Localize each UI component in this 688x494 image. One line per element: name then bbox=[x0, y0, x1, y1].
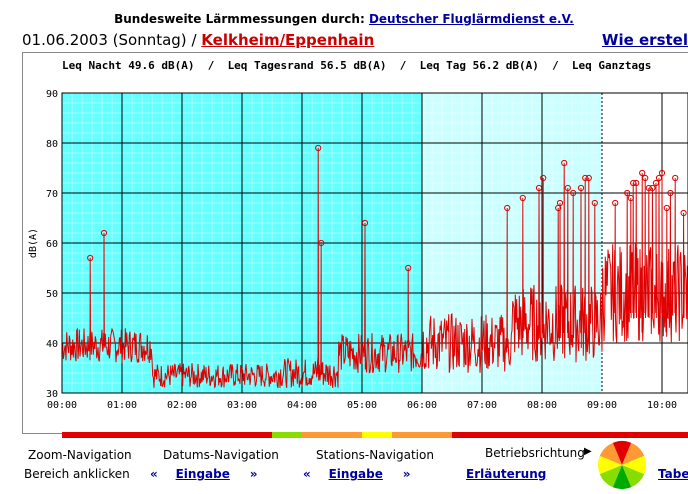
x-tick-label: 07:00 bbox=[467, 400, 497, 411]
station-nav-title: Stations-Navigation bbox=[316, 448, 434, 462]
leq-summary: Leq Nacht 49.6 dB(A) / Leq Tagesrand 56.… bbox=[62, 59, 652, 72]
date-nav-title: Datums-Navigation bbox=[163, 448, 279, 462]
peak-marker bbox=[315, 144, 322, 152]
table-link[interactable]: Tabe bbox=[658, 467, 688, 481]
peak-marker bbox=[585, 174, 592, 182]
status-bar-segment bbox=[302, 432, 362, 438]
x-tick-label: 03:00 bbox=[227, 400, 257, 411]
header-prefix: Bundesweite Lärmmessungen durch: bbox=[114, 12, 365, 26]
x-tick-label: 10:00 bbox=[647, 400, 677, 411]
date-prev-button[interactable]: « bbox=[150, 467, 158, 481]
peak-marker bbox=[318, 239, 325, 247]
explanation-link[interactable]: Erläuterung bbox=[466, 467, 547, 481]
x-tick-label: 08:00 bbox=[527, 400, 557, 411]
peak-marker bbox=[582, 174, 589, 182]
peak-marker bbox=[658, 169, 666, 177]
peak-marker bbox=[630, 179, 637, 187]
date-label: 01.06.2003 (Sonntag) bbox=[22, 31, 187, 49]
peak-marker bbox=[633, 179, 640, 187]
peak-marker bbox=[649, 184, 656, 192]
peak-marker bbox=[655, 174, 663, 182]
peak-marker bbox=[100, 229, 108, 237]
peak-marker bbox=[561, 159, 568, 167]
status-bar-segment bbox=[272, 432, 302, 438]
peak-marker bbox=[564, 184, 571, 192]
y-tick-label: 60 bbox=[46, 239, 58, 250]
peak-marker bbox=[405, 264, 412, 272]
page-header: Bundesweite Lärmmessungen durch: Deutsch… bbox=[0, 12, 688, 26]
station-input-link[interactable]: Eingabe bbox=[328, 467, 383, 481]
peak-marker bbox=[645, 184, 652, 192]
peak-marker bbox=[591, 199, 598, 207]
x-tick-label: 04:00 bbox=[287, 400, 317, 411]
x-tick-label: 09:00 bbox=[587, 400, 617, 411]
y-tick-label: 30 bbox=[46, 389, 58, 400]
peak-marker bbox=[361, 219, 369, 227]
y-tick-label: 40 bbox=[46, 339, 58, 350]
y-tick-label: 70 bbox=[46, 189, 58, 200]
peak-marker bbox=[680, 209, 687, 217]
peak-marker bbox=[535, 184, 543, 192]
x-tick-label: 00:00 bbox=[47, 400, 77, 411]
howto-link[interactable]: Wie erstel bbox=[601, 31, 688, 49]
y-axis-label: dB(A) bbox=[28, 228, 39, 258]
status-bar-segment bbox=[392, 432, 452, 438]
status-bar-segment bbox=[362, 432, 392, 438]
separator: / bbox=[191, 31, 197, 49]
peak-marker bbox=[570, 189, 577, 197]
subheader: 01.06.2003 (Sonntag) / Kelkheim/Eppenhai… bbox=[22, 31, 374, 49]
peak-marker bbox=[672, 174, 679, 182]
station-prev-button[interactable]: « bbox=[303, 467, 311, 481]
direction-title: Betriebsrichtung bbox=[485, 446, 585, 460]
peak-marker bbox=[519, 194, 526, 202]
zoom-nav-title: Zoom-Navigation bbox=[28, 448, 132, 462]
org-link[interactable]: Deutscher Fluglärmdienst e.V. bbox=[368, 12, 574, 26]
location-link[interactable]: Kelkheim/Eppenhain bbox=[201, 31, 375, 49]
noise-series-line bbox=[61, 147, 688, 389]
peak-marker bbox=[624, 189, 631, 197]
peak-marker bbox=[577, 184, 585, 192]
y-tick-label: 50 bbox=[46, 289, 58, 300]
plot-border bbox=[61, 92, 688, 394]
status-bar-segment bbox=[452, 432, 688, 438]
x-tick-label: 06:00 bbox=[407, 400, 437, 411]
zoom-nav-subtitle: Bereich anklicken bbox=[24, 467, 130, 481]
peak-marker bbox=[612, 199, 619, 207]
date-input-link[interactable]: Eingabe bbox=[175, 467, 230, 481]
x-tick-label: 02:00 bbox=[167, 400, 197, 411]
peak-marker bbox=[652, 179, 660, 187]
x-tick-label: 05:00 bbox=[347, 400, 377, 411]
peak-marker bbox=[504, 204, 511, 212]
peak-marker bbox=[540, 174, 547, 182]
direction-arrow-icon: ▶ bbox=[584, 446, 592, 457]
peak-marker bbox=[556, 199, 564, 207]
y-tick-label: 90 bbox=[46, 89, 58, 100]
x-tick-label: 01:00 bbox=[107, 400, 137, 411]
station-next-button[interactable]: » bbox=[402, 467, 411, 481]
y-tick-label: 80 bbox=[46, 139, 58, 150]
peak-marker bbox=[87, 254, 94, 262]
peak-marker bbox=[639, 169, 646, 177]
peak-marker bbox=[627, 194, 634, 202]
peak-marker bbox=[642, 174, 649, 182]
status-bar-segment bbox=[62, 432, 272, 438]
peak-marker bbox=[663, 204, 670, 212]
date-next-button[interactable]: » bbox=[249, 467, 258, 481]
peak-marker bbox=[667, 189, 674, 197]
